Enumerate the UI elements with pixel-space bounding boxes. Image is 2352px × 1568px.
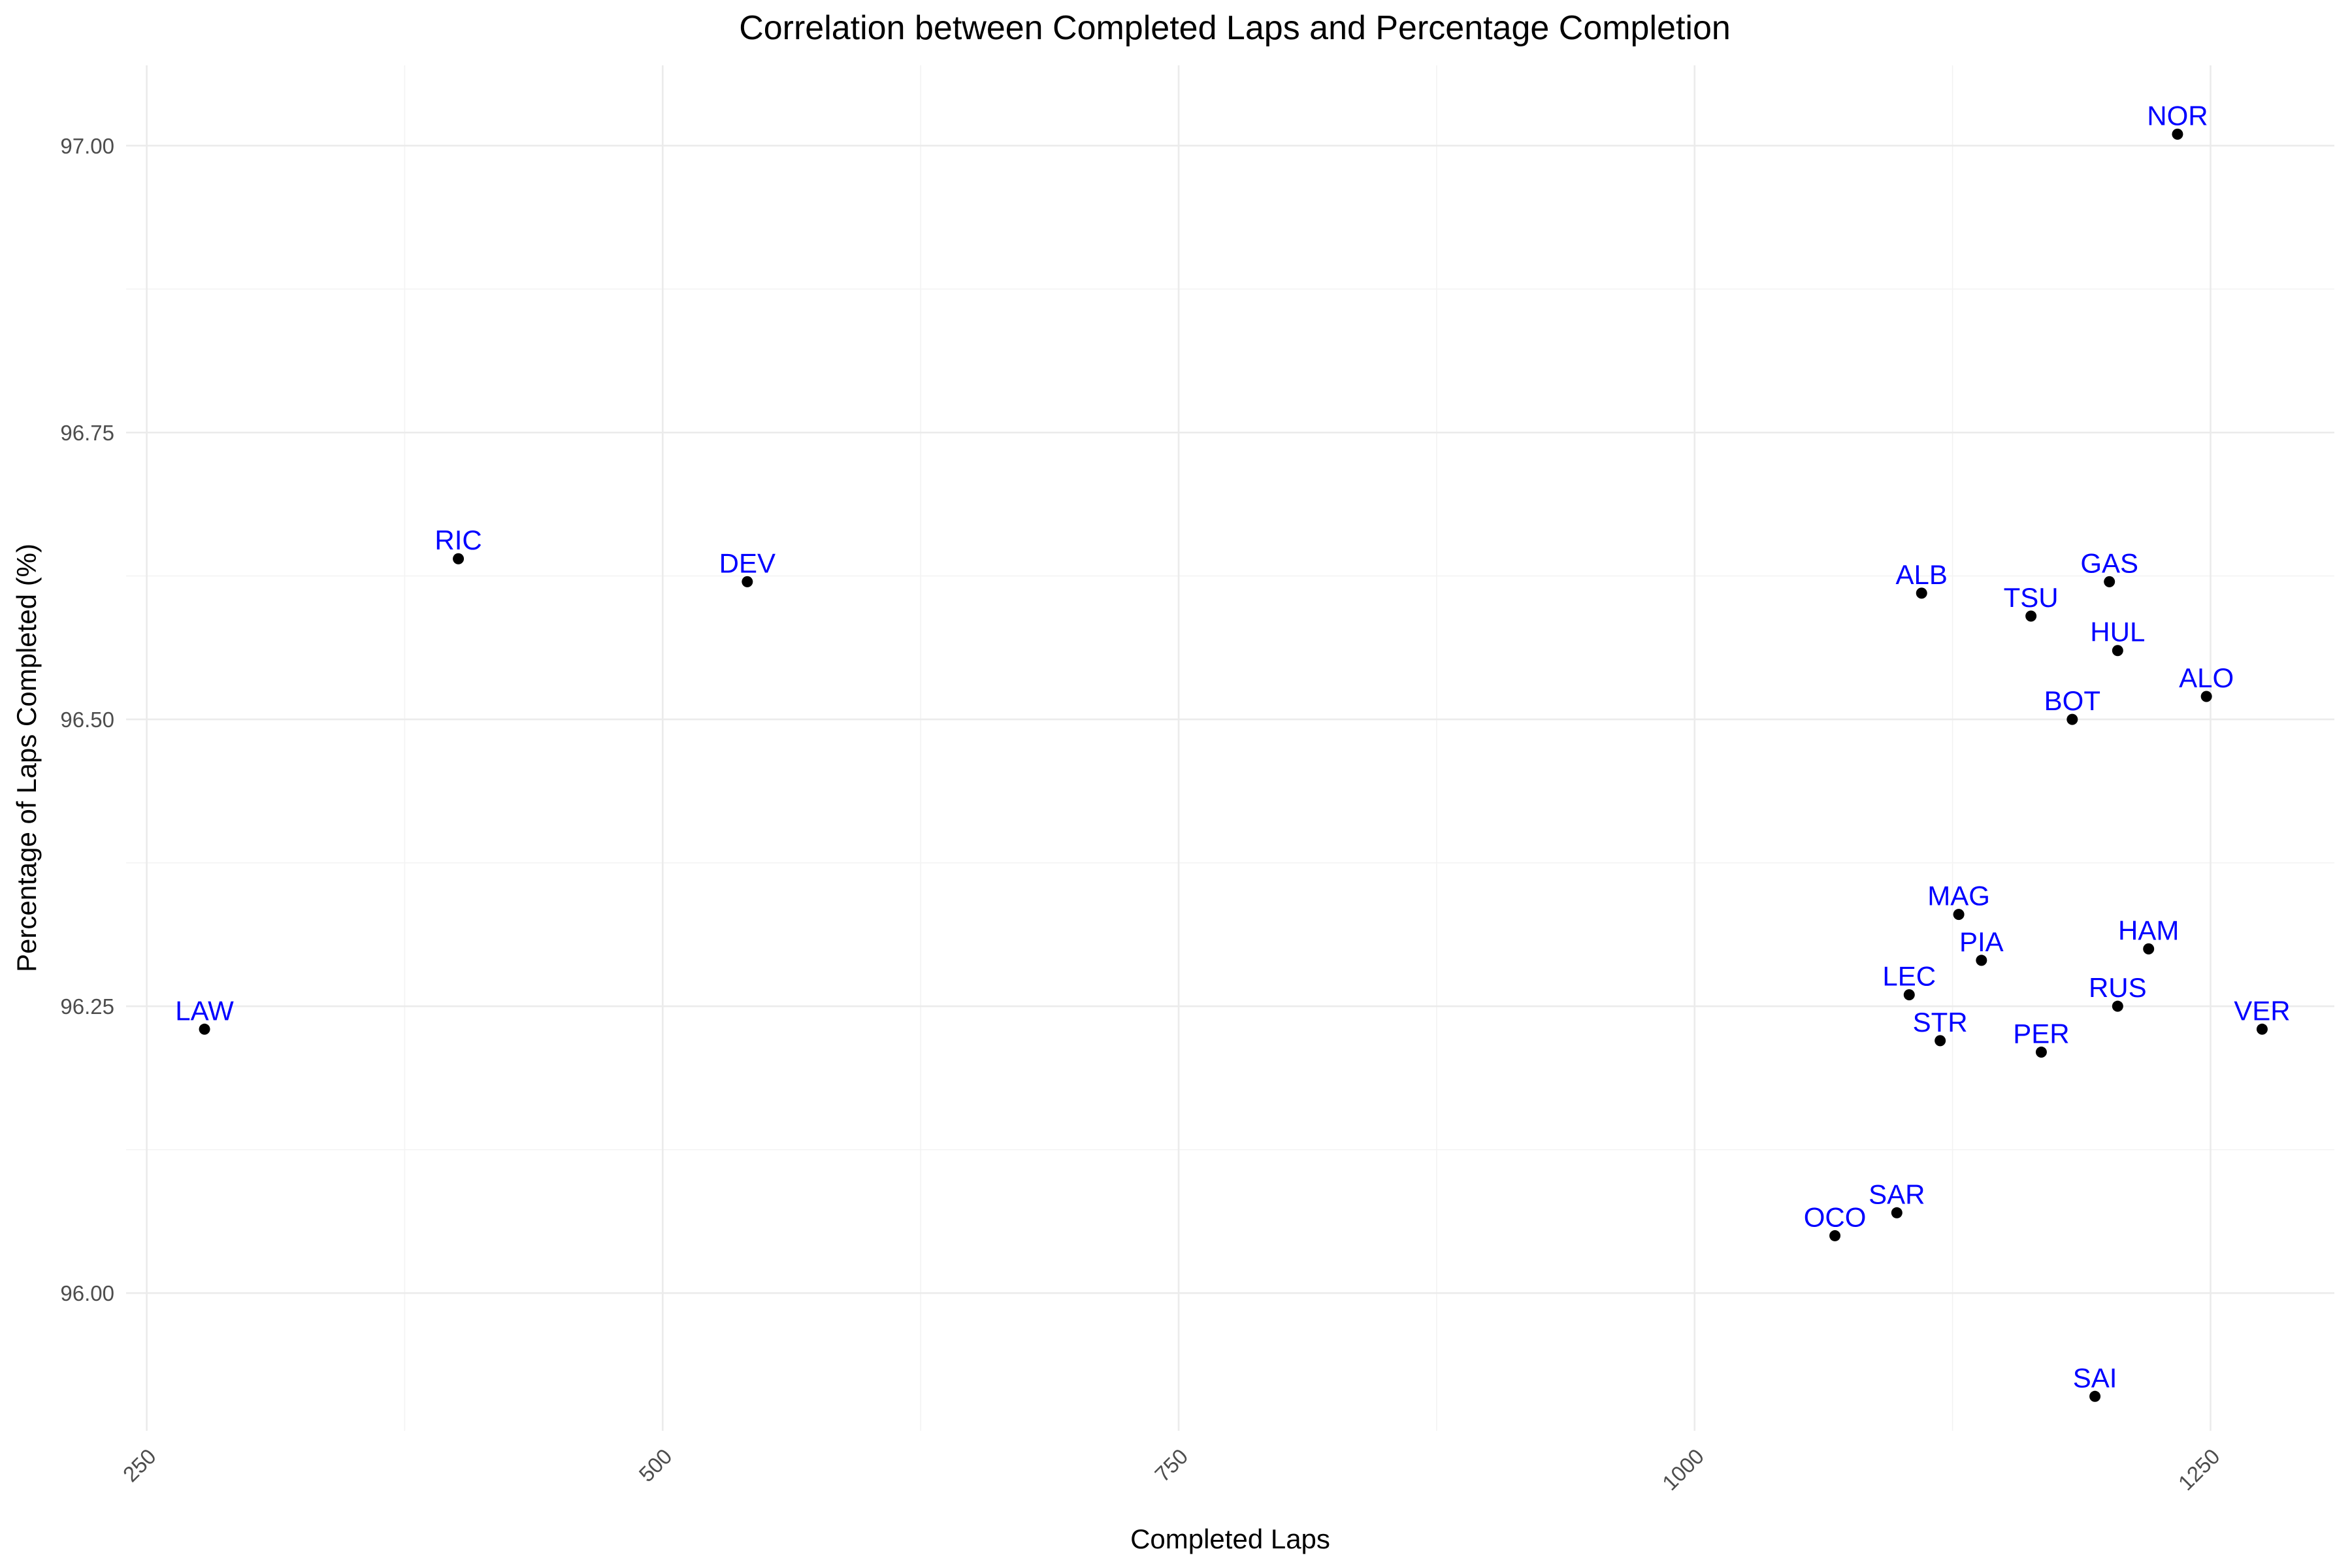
y-tick-label: 96.00 <box>60 1281 114 1305</box>
tick-labels: 96.00 96.25 96.50 96.75 97.00 250 500 750 1000 12… <box>60 134 2224 1495</box>
data-point-sar <box>1891 1207 1903 1218</box>
data-label-nor: NOR <box>2147 100 2208 131</box>
data-label-str: STR <box>1913 1007 1968 1037</box>
data-label-per: PER <box>2013 1018 2069 1049</box>
data-label-ham: HAM <box>2118 915 2179 945</box>
y-tick-label: 96.50 <box>60 708 114 732</box>
chart-title: Correlation between Completed Laps and P… <box>739 9 1731 47</box>
x-tick-label: 750 <box>1150 1444 1192 1486</box>
data-point-oco <box>1829 1230 1841 1241</box>
data-label-ver: VER <box>2234 995 2290 1026</box>
data-point-dev <box>742 576 753 587</box>
data-point-alo <box>2200 691 2212 702</box>
data-point-mag <box>1953 909 1965 921</box>
data-point-tsu <box>2025 610 2037 622</box>
data-point-alb <box>1916 587 1927 599</box>
x-tick-label: 1000 <box>1658 1444 1708 1495</box>
data-label-sar: SAR <box>1869 1179 1925 1209</box>
data-points <box>199 128 2268 1402</box>
y-tick-label: 96.25 <box>60 994 114 1019</box>
data-label-hul: HUL <box>2090 617 2145 647</box>
data-point-bot <box>2066 713 2078 725</box>
data-label-rus: RUS <box>2089 972 2147 1003</box>
data-labels: NOR RIC DEV GAS ALB TSU HUL ALO BOT MAG HAM PIA LEC R… <box>175 100 2290 1393</box>
data-point-rus <box>2112 1000 2123 1012</box>
data-point-ric <box>453 553 465 564</box>
data-label-mag: MAG <box>1927 881 1990 911</box>
y-tick-label: 97.00 <box>60 134 114 158</box>
data-label-ric: RIC <box>434 525 482 555</box>
data-label-dev: DEV <box>719 547 776 578</box>
grid <box>126 65 2334 1431</box>
x-tick-label: 500 <box>634 1444 676 1486</box>
data-point-ham <box>2143 943 2155 955</box>
data-point-ver <box>2256 1023 2268 1035</box>
data-label-alo: ALO <box>2179 662 2234 693</box>
data-label-sai: SAI <box>2073 1362 2117 1393</box>
x-tick-label: 1250 <box>2174 1444 2225 1495</box>
data-label-bot: BOT <box>2044 685 2100 716</box>
data-label-law: LAW <box>175 995 234 1026</box>
data-label-tsu: TSU <box>2004 582 2059 613</box>
data-point-gas <box>2104 576 2115 587</box>
x-tick-label: 250 <box>118 1444 161 1486</box>
data-point-pia <box>1976 955 1987 966</box>
data-label-alb: ALB <box>1896 559 1948 590</box>
data-point-nor <box>2172 128 2183 140</box>
data-point-law <box>199 1023 210 1035</box>
x-axis-label: Completed Laps <box>1130 1524 1330 1554</box>
data-label-lec: LEC <box>1882 961 1936 992</box>
data-point-lec <box>1903 989 1915 1001</box>
data-label-pia: PIA <box>1959 926 2004 957</box>
data-point-per <box>2035 1046 2047 1058</box>
data-point-hul <box>2112 645 2123 657</box>
y-tick-label: 96.75 <box>60 421 114 445</box>
y-axis-label: Percentage of Laps Completed (%) <box>11 544 42 972</box>
data-label-oco: OCO <box>1804 1201 1867 1232</box>
data-point-str <box>1935 1035 1946 1047</box>
data-label-gas: GAS <box>2080 547 2138 578</box>
data-point-sai <box>2089 1390 2101 1402</box>
